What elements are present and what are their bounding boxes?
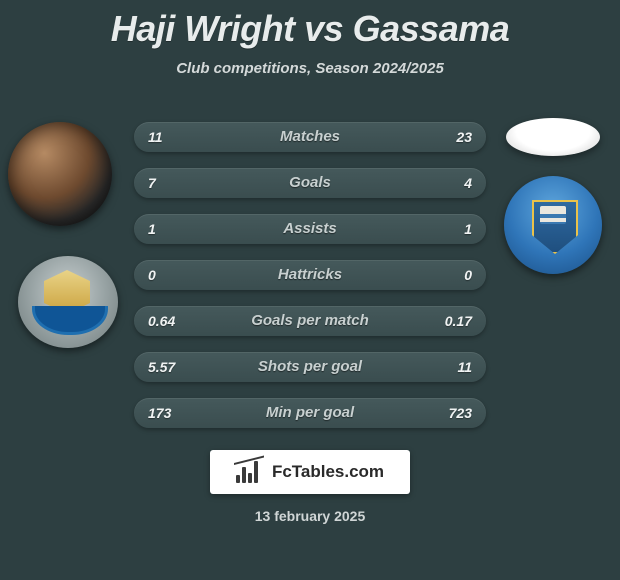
stat-row: 7Goals4 bbox=[134, 168, 486, 198]
logo-box: FcTables.com bbox=[210, 450, 410, 494]
stat-row: 11Matches23 bbox=[134, 122, 486, 152]
page-title: Haji Wright vs Gassama bbox=[0, 0, 620, 50]
logo-bars-icon bbox=[236, 461, 264, 483]
date-line: 13 february 2025 bbox=[0, 508, 620, 524]
left-player-avatar bbox=[8, 122, 112, 226]
stat-right-value: 4 bbox=[464, 168, 472, 198]
stat-right-value: 11 bbox=[457, 352, 472, 382]
left-club-badge bbox=[18, 256, 118, 348]
stat-right-value: 0 bbox=[464, 260, 472, 290]
logo-text: FcTables.com bbox=[272, 462, 384, 482]
right-player-avatar bbox=[506, 118, 600, 156]
stat-row: 0Hattricks0 bbox=[134, 260, 486, 290]
stat-row: 0.64Goals per match0.17 bbox=[134, 306, 486, 336]
stat-row: 5.57Shots per goal11 bbox=[134, 352, 486, 382]
stat-label: Hattricks bbox=[134, 260, 486, 290]
stat-row: 173Min per goal723 bbox=[134, 398, 486, 428]
stat-row: 1Assists1 bbox=[134, 214, 486, 244]
stat-label: Goals bbox=[134, 168, 486, 198]
stat-label: Goals per match bbox=[134, 306, 486, 336]
right-club-badge bbox=[504, 176, 602, 274]
stat-right-value: 723 bbox=[449, 398, 472, 428]
stat-right-value: 23 bbox=[456, 122, 472, 152]
stats-panel: 11Matches237Goals41Assists10Hattricks00.… bbox=[134, 122, 486, 444]
stat-label: Matches bbox=[134, 122, 486, 152]
stat-right-value: 0.17 bbox=[445, 306, 472, 336]
stat-right-value: 1 bbox=[464, 214, 472, 244]
stat-label: Shots per goal bbox=[134, 352, 486, 382]
subtitle: Club competitions, Season 2024/2025 bbox=[0, 60, 620, 77]
stat-label: Assists bbox=[134, 214, 486, 244]
stat-label: Min per goal bbox=[134, 398, 486, 428]
